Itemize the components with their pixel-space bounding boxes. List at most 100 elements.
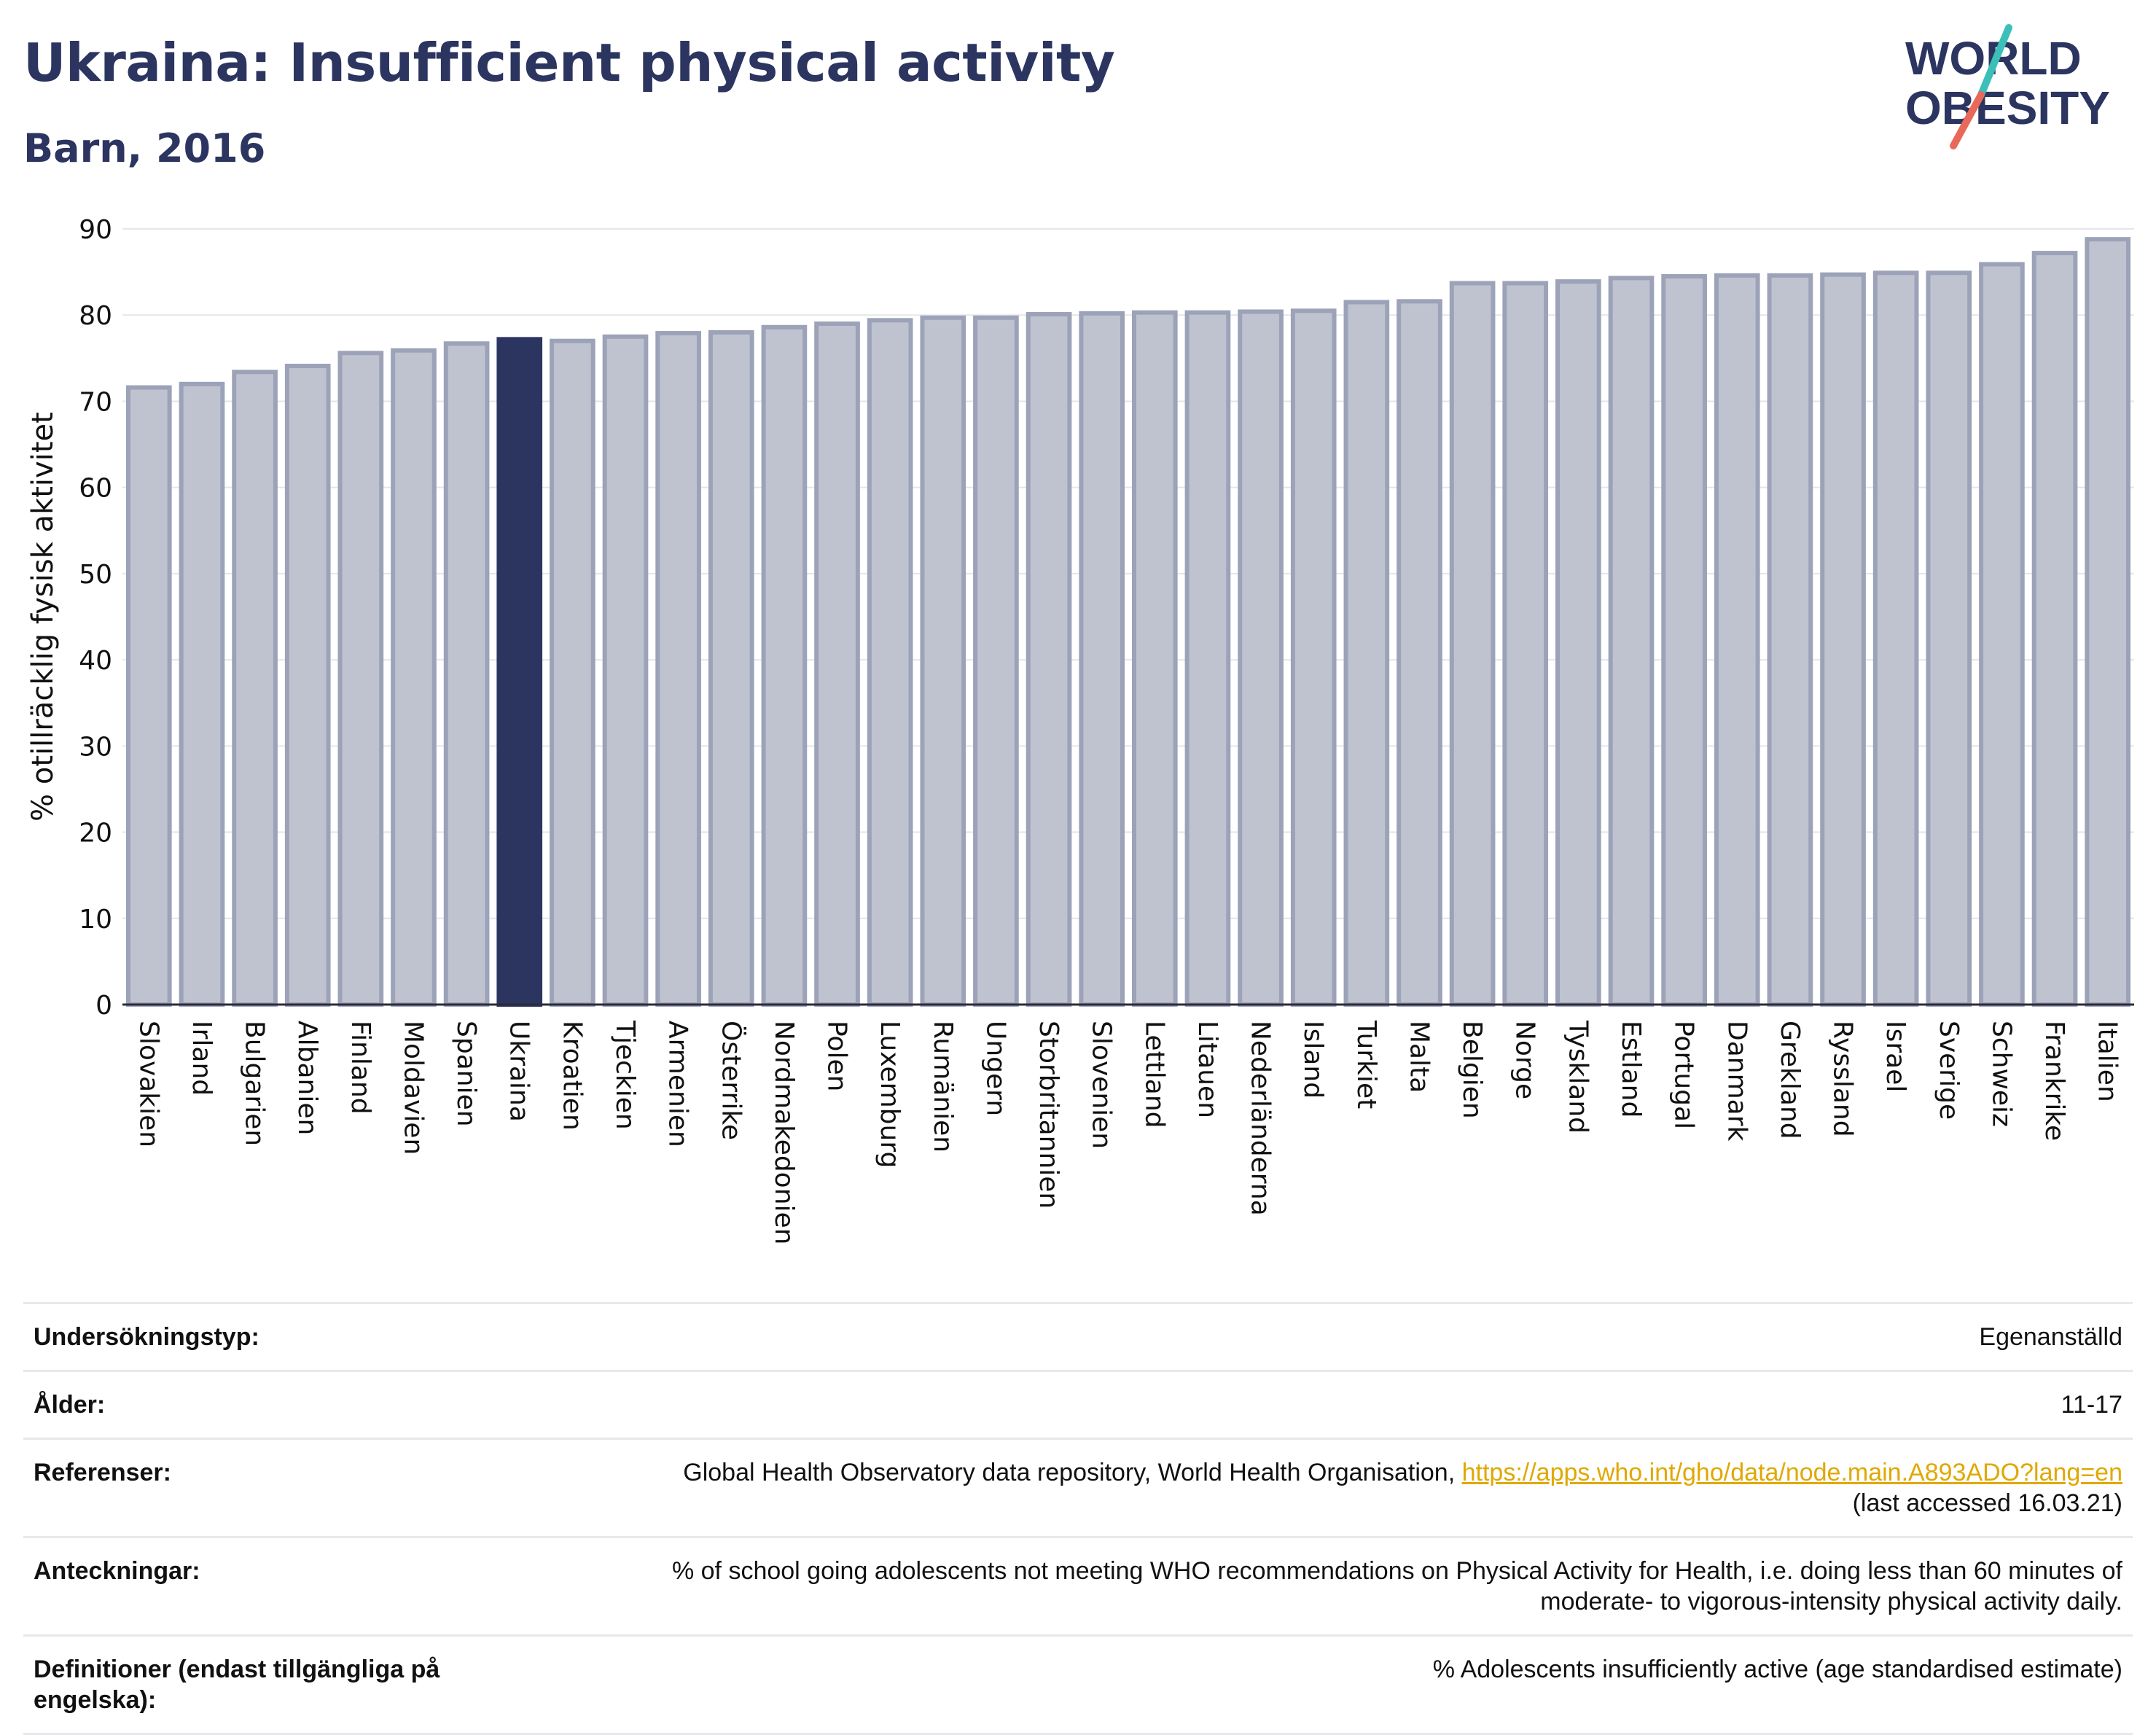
x-tick-label: Belgien: [1457, 1021, 1487, 1119]
logo-slash-teal: [1977, 24, 2012, 98]
y-tick-label: 60: [79, 474, 112, 504]
bar: [2031, 251, 2078, 1007]
x-tick-label: Moldavien: [398, 1021, 428, 1155]
x-tick-label: Israel: [1880, 1021, 1910, 1092]
y-tick-label: 10: [79, 905, 112, 935]
bar: [867, 318, 913, 1007]
bar: [1079, 311, 1125, 1007]
y-tick-label: 0: [95, 991, 112, 1021]
x-tick-label: Turkiet: [1351, 1020, 1381, 1109]
x-tick-label: Litauen: [1192, 1021, 1222, 1118]
bar: [1131, 310, 1178, 1007]
logo-slash-coral: [1950, 91, 1985, 149]
x-tick-label: Estland: [1616, 1021, 1646, 1118]
x-tick-label: Kroatien: [557, 1021, 587, 1131]
y-tick-label: 30: [79, 732, 112, 762]
x-tick-label: Luxemburg: [875, 1021, 905, 1168]
bar: [1820, 272, 1866, 1007]
bar: [496, 337, 543, 1007]
notes-line1: % of school going adolescents not meetin…: [671, 1557, 2122, 1585]
x-tick-label: Nordmakedonien: [769, 1021, 799, 1244]
bar: [443, 341, 490, 1007]
x-tick-label: Ryssland: [1828, 1021, 1858, 1137]
bar: [550, 338, 595, 1007]
x-tick-label: Albanien: [292, 1021, 322, 1135]
x-tick-label: Finland: [345, 1021, 375, 1115]
info-row-survey: Undersökningstyp: Egenanställd: [23, 1302, 2133, 1370]
y-axis-label: % otillräcklig fysisk aktivitet: [26, 412, 60, 822]
y-tick-label: 90: [79, 215, 112, 245]
references-link[interactable]: https://apps.who.int/gho/data/node.main.…: [1461, 1459, 2122, 1486]
bar: [1290, 308, 1337, 1007]
bar: [1502, 281, 1549, 1007]
x-tick-label: Armenien: [663, 1021, 693, 1147]
bar: [232, 370, 278, 1007]
x-tick-label: Portugal: [1669, 1021, 1699, 1129]
bar: [1979, 262, 2025, 1007]
x-tick-label: Tjeckien: [610, 1020, 640, 1130]
info-row-definitions: Definitioner (endast tillgängliga på eng…: [23, 1634, 2133, 1735]
x-tick-label: Storbritannien: [1034, 1021, 1063, 1209]
x-tick-label: Island: [1298, 1021, 1328, 1099]
definitions-value: % Adolescents insufficiently active (age…: [1432, 1656, 2122, 1683]
bar: [761, 324, 808, 1007]
x-tick-label: Malta: [1404, 1021, 1434, 1093]
x-tick-label: Österrike: [716, 1021, 746, 1140]
y-tick-label: 70: [79, 387, 112, 417]
x-tick-label: Grekland: [1775, 1021, 1805, 1139]
bar: [1449, 281, 1496, 1007]
x-tick-label: Ungern: [980, 1021, 1010, 1116]
y-tick-label: 80: [79, 301, 112, 331]
bar: [125, 385, 172, 1007]
notes-line2: moderate- to vigorous-intensity physical…: [1540, 1588, 2122, 1615]
notes-label: Anteckningar:: [34, 1557, 200, 1585]
survey-value: Egenanställd: [1979, 1323, 2122, 1351]
x-tick-label: Italien: [2093, 1021, 2122, 1102]
bar: [337, 351, 384, 1007]
y-tick-label: 20: [79, 819, 112, 849]
y-tick-label: 50: [79, 560, 112, 590]
definitions-label: Definitioner (endast tillgängliga på eng…: [34, 1656, 440, 1714]
bar: [1343, 300, 1390, 1007]
y-tick-label: 40: [79, 646, 112, 676]
bar: [1184, 310, 1231, 1007]
bar: [814, 321, 860, 1007]
info-table: Undersökningstyp: Egenanställd Ålder: 11…: [23, 1302, 2133, 1735]
survey-label: Undersökningstyp:: [34, 1323, 259, 1351]
x-tick-label: Schweiz: [1986, 1021, 2016, 1127]
page-title: Ukraina: Insufficient physical activity: [23, 32, 1115, 93]
x-tick-label: Lettland: [1139, 1021, 1169, 1128]
notes-value: % of school going adolescents not meetin…: [485, 1556, 2122, 1617]
bar: [973, 315, 1019, 1007]
bar: [655, 331, 701, 1007]
x-tick-label: Ukraina: [504, 1021, 534, 1122]
bar: [2085, 237, 2131, 1007]
info-row-notes: Anteckningar: % of school going adolesce…: [23, 1536, 2133, 1634]
x-tick-label: Polen: [822, 1021, 852, 1091]
bar: [1608, 276, 1655, 1007]
bar: [1397, 299, 1442, 1007]
references-value: Global Health Observatory data repositor…: [485, 1457, 2122, 1518]
bar: [708, 330, 754, 1007]
world-obesity-logo: WORLD OBESITY: [1905, 24, 2110, 149]
bar: [284, 363, 331, 1007]
bar: [391, 348, 437, 1007]
references-label: Referenser:: [34, 1459, 171, 1486]
logo-line2: OBESITY: [1905, 82, 2110, 134]
x-tick-label: Sverige: [1934, 1021, 1964, 1120]
bar: [920, 315, 966, 1007]
references-text: Global Health Observatory data repositor…: [683, 1459, 1462, 1486]
bar: [1767, 273, 1813, 1007]
x-tick-label: Norge: [1510, 1021, 1540, 1099]
info-row-age: Ålder: 11-17: [23, 1370, 2133, 1438]
x-tick-label: Frankrike: [2039, 1021, 2069, 1141]
x-tick-label: Rumänien: [928, 1021, 958, 1153]
references-accessed: (last accessed 16.03.21): [1852, 1489, 2122, 1517]
x-tick-label: Slovakien: [133, 1021, 163, 1147]
info-row-references: Referenser: Global Health Observatory da…: [23, 1438, 2133, 1536]
bar: [1661, 274, 1707, 1007]
page-subtitle: Barn, 2016: [23, 125, 266, 171]
x-tick-label: Nederländerna: [1246, 1021, 1276, 1216]
x-tick-label: Tyskland: [1563, 1020, 1593, 1134]
bar: [179, 381, 225, 1007]
